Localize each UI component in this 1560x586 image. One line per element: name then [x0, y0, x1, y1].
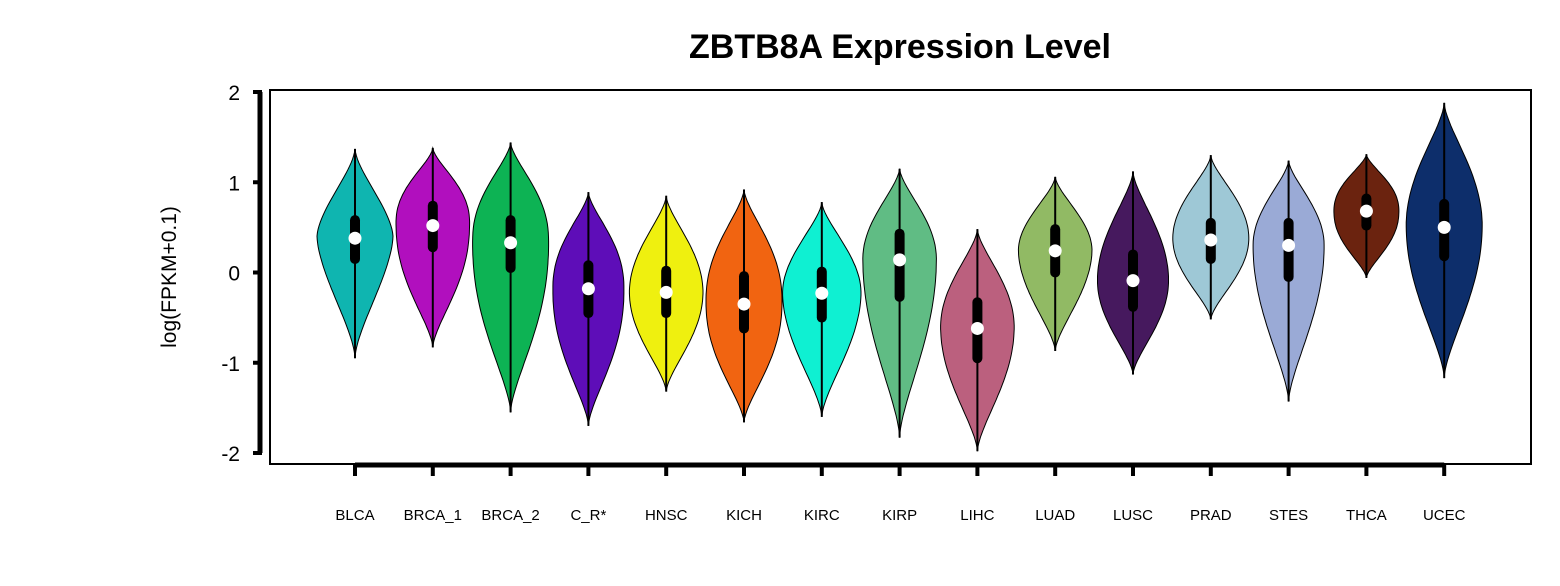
violin-median-point [348, 231, 362, 245]
violin-median-point [737, 297, 751, 311]
x-tick-label: BLCA [335, 507, 374, 524]
x-tick-label: THCA [1346, 507, 1387, 524]
violin-median-point [815, 286, 829, 300]
violin-median-point [1282, 238, 1296, 252]
x-tick-label: LIHC [960, 507, 994, 524]
violin-median-point [1359, 204, 1373, 218]
x-tick-label: BRCA_2 [481, 507, 539, 524]
x-tick-label: LUAD [1035, 507, 1075, 524]
y-tick-label: 2 [228, 82, 240, 105]
violin-median-point [504, 236, 518, 250]
y-axis: 2 1 0 -1 -2 [221, 82, 263, 466]
y-axis-label: log(FPKM+0.1) [158, 206, 181, 348]
x-tick-label: BRCA_1 [404, 507, 462, 524]
x-tick-label: C_R* [570, 507, 606, 524]
x-tick-label: KIRC [804, 507, 840, 524]
x-tick-label: UCEC [1423, 507, 1466, 524]
violin-median-point [581, 282, 595, 296]
violin-median-point [1204, 233, 1218, 247]
y-tick-label: 0 [228, 263, 240, 286]
violin-median-point [1048, 244, 1062, 258]
x-tick-label: HNSC [645, 507, 688, 524]
violin-median-point [1437, 220, 1451, 234]
y-tick-label: -1 [221, 353, 240, 376]
violin-group [316, 102, 1483, 452]
violin-median-point [426, 219, 440, 233]
violin-median-point [659, 285, 673, 299]
chart-title: ZBTB8A Expression Level [689, 28, 1111, 66]
x-axis: BLCA BRCA_1 BRCA_2 C_R* HNSC KICH KIRC KIRP LIHC… [335, 462, 1466, 524]
violin-median-point [893, 253, 907, 267]
y-tick-label: 1 [228, 172, 240, 195]
x-tick-label: KIRP [882, 507, 917, 524]
violin-median-point [970, 321, 984, 335]
x-tick-label: PRAD [1190, 507, 1232, 524]
x-tick-label: KICH [726, 507, 762, 524]
x-tick-label: LUSC [1113, 507, 1153, 524]
x-tick-label: STES [1269, 507, 1308, 524]
y-tick-label: -2 [221, 443, 240, 466]
violin-median-point [1126, 274, 1140, 288]
